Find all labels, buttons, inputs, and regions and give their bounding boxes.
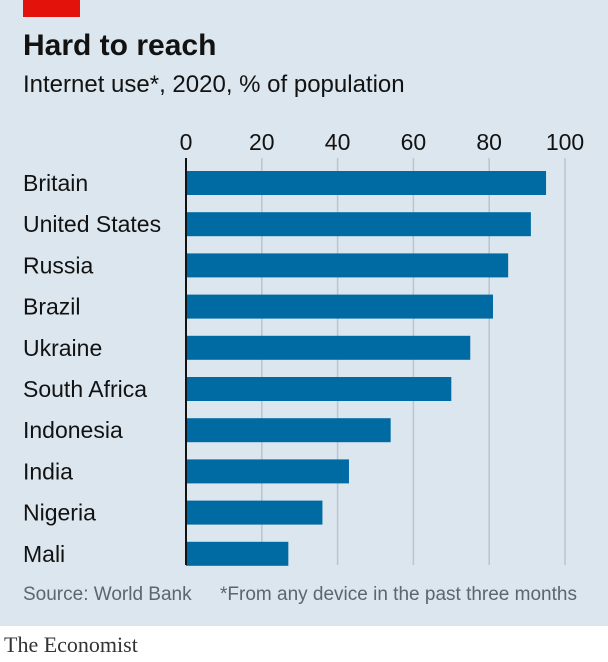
category-label: Brazil bbox=[23, 294, 81, 320]
x-tick-label: 40 bbox=[325, 129, 351, 155]
bar bbox=[186, 418, 391, 443]
bar bbox=[186, 171, 547, 195]
category-label: Britain bbox=[23, 170, 88, 196]
bar bbox=[186, 459, 349, 484]
category-label: Ukraine bbox=[23, 335, 102, 361]
bar-chart: 0 20 40 60 80 100 Britain United States Russia Br… bbox=[23, 129, 584, 567]
category-label: Mali bbox=[23, 541, 65, 567]
bar bbox=[186, 377, 452, 401]
chart-title: Hard to reach bbox=[23, 29, 217, 62]
publisher-logo: The Economist bbox=[4, 632, 138, 657]
category-label: South Africa bbox=[23, 376, 147, 402]
bar bbox=[186, 253, 509, 278]
source-note: Source: World Bank bbox=[23, 584, 192, 605]
category-label: Russia bbox=[23, 252, 94, 278]
category-label: Nigeria bbox=[23, 500, 96, 526]
bar bbox=[186, 541, 289, 566]
bar bbox=[186, 500, 323, 525]
x-tick-label: 20 bbox=[249, 129, 275, 155]
x-tick-label: 100 bbox=[546, 129, 584, 155]
brand-red-tag bbox=[23, 0, 80, 17]
x-tick-label: 0 bbox=[180, 129, 193, 155]
bar bbox=[186, 294, 493, 319]
chart-subtitle: Internet use*, 2020, % of population bbox=[23, 71, 405, 98]
bar bbox=[186, 212, 531, 237]
category-label: India bbox=[23, 458, 73, 484]
bar bbox=[186, 335, 471, 360]
category-label: United States bbox=[23, 211, 161, 237]
x-tick-label: 60 bbox=[401, 129, 427, 155]
category-label: Indonesia bbox=[23, 417, 123, 443]
x-tick-label: 80 bbox=[476, 129, 502, 155]
footnote: *From any device in the past three month… bbox=[220, 584, 577, 605]
